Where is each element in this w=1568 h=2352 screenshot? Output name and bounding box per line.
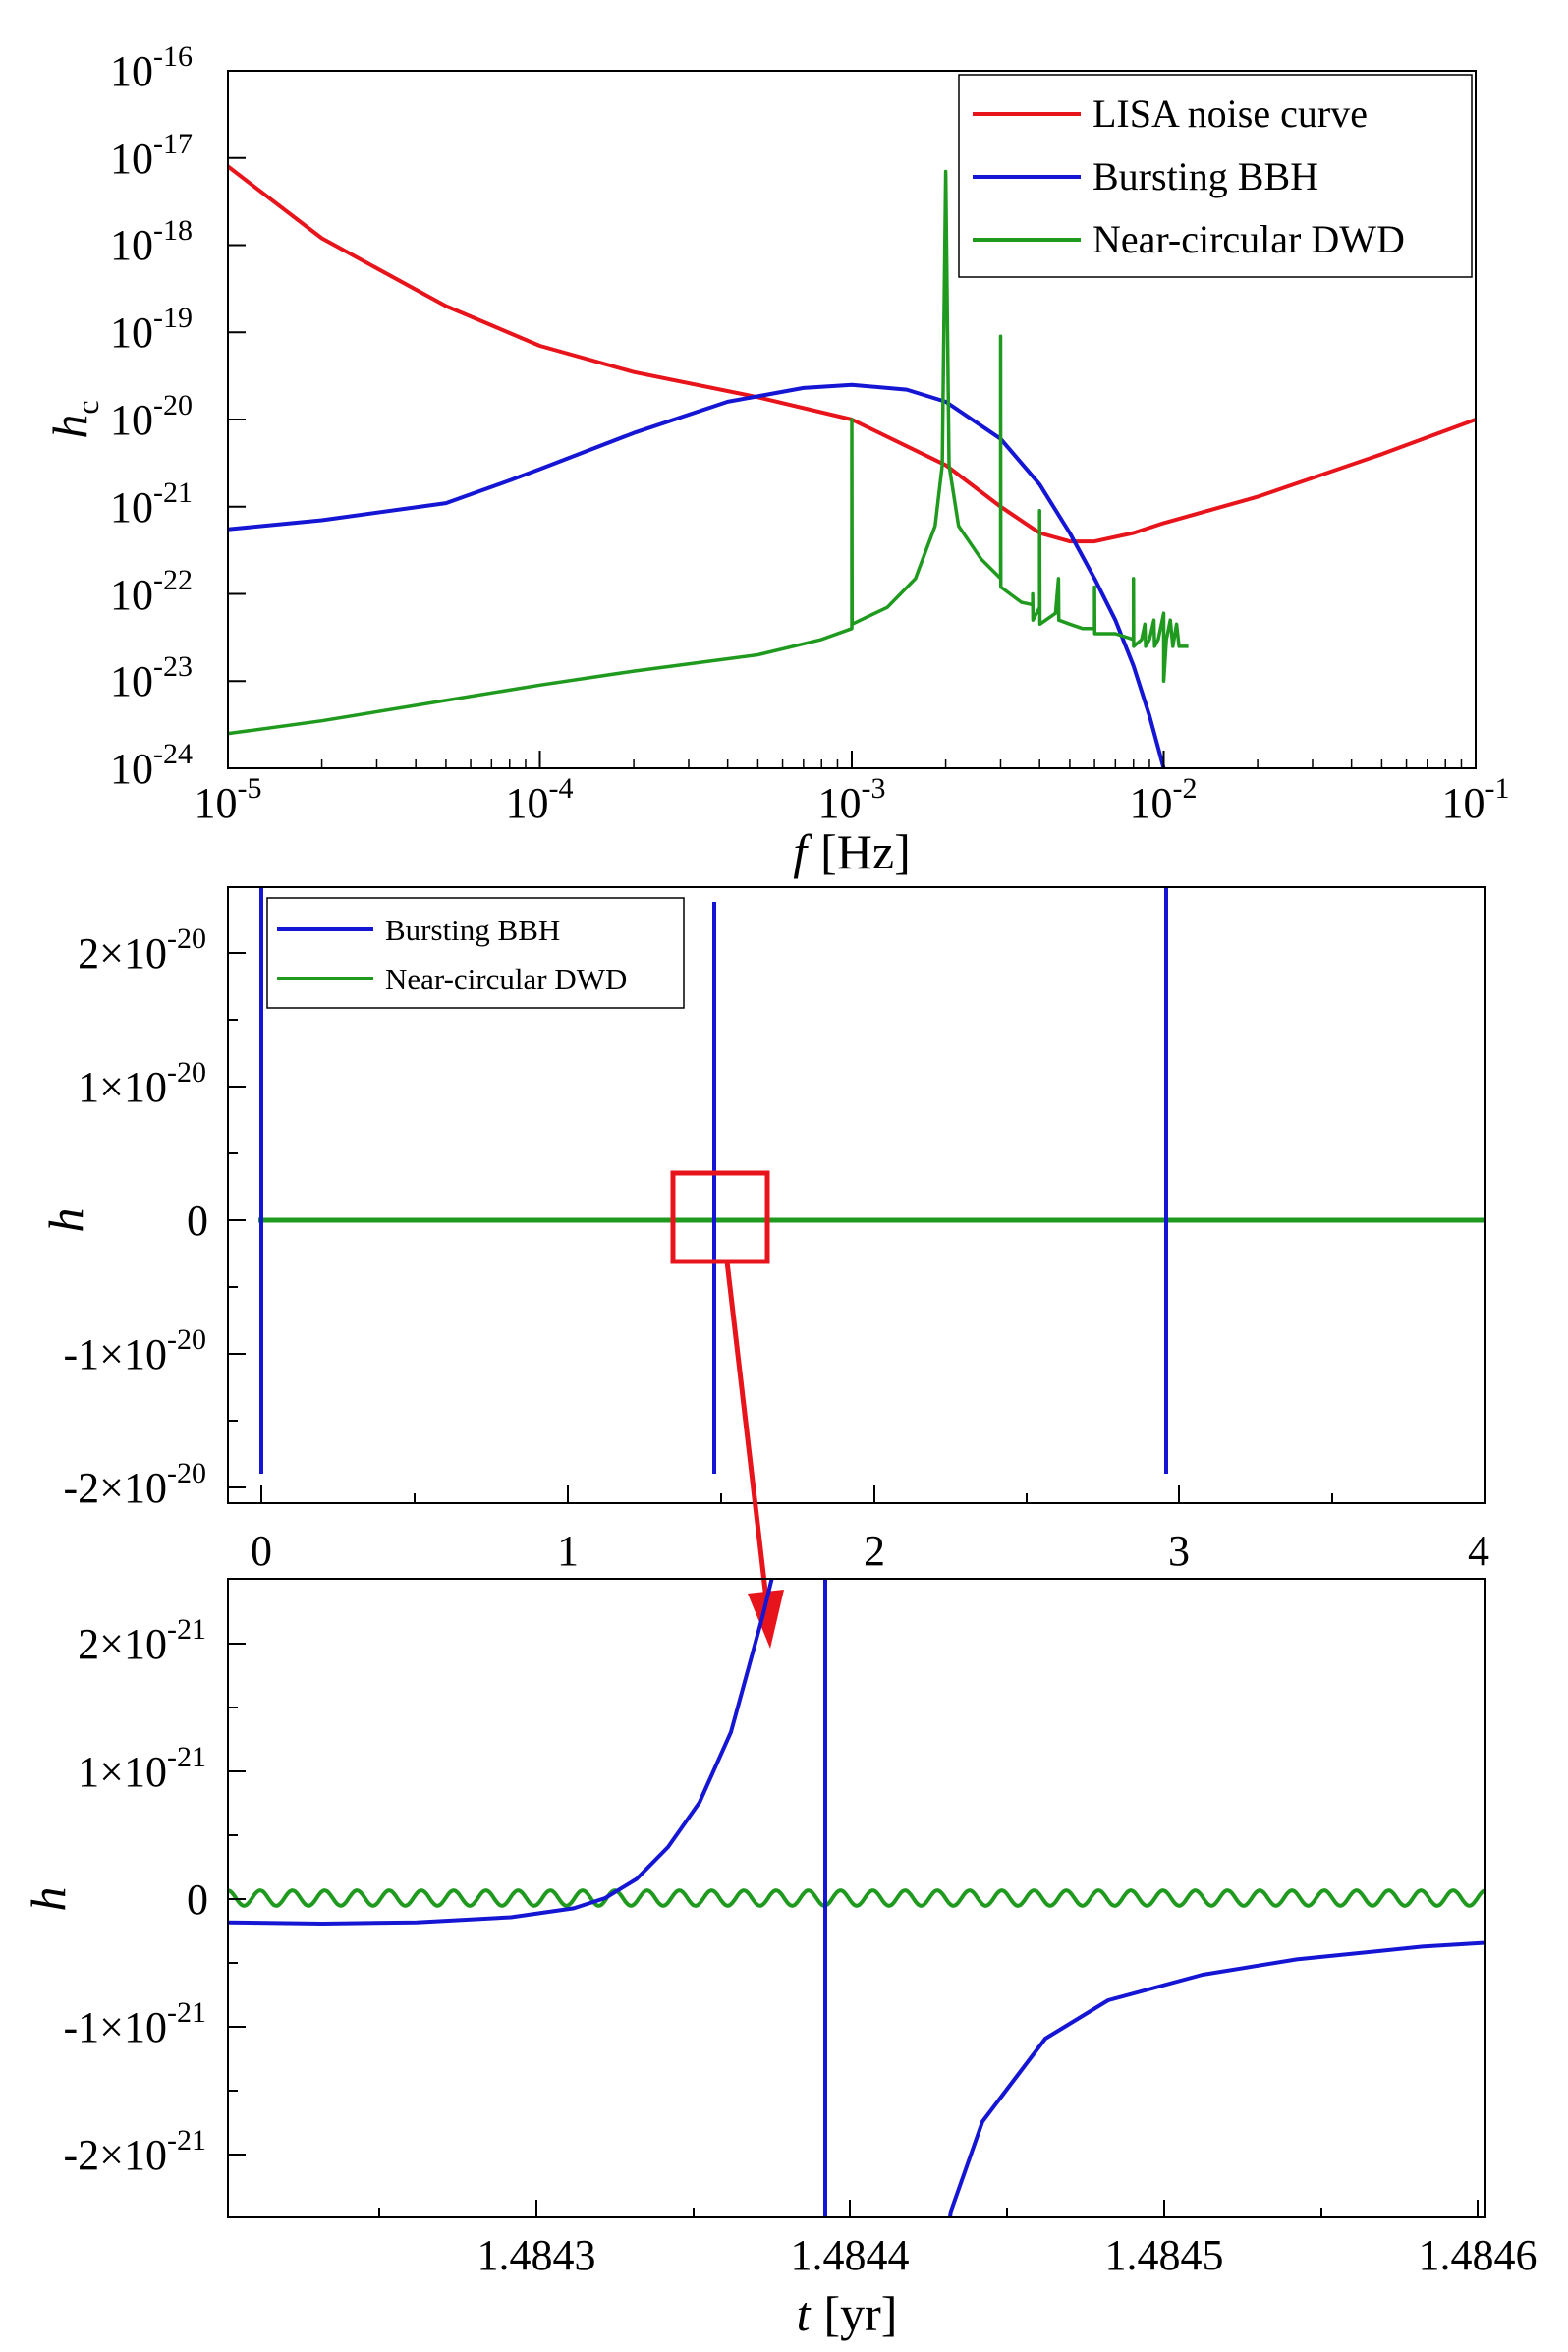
spectrum-lines xyxy=(228,164,1476,768)
y-tick-label: 2×10-21 xyxy=(78,1613,206,1668)
spectrum-ticks xyxy=(227,70,1477,769)
legend-box xyxy=(266,897,685,1009)
legend-label-bbh: Bursting BBH xyxy=(385,913,560,947)
y-tick-label: 10-23 xyxy=(110,650,193,705)
x-tick-label: 10-1 xyxy=(1442,772,1510,827)
legend-label-lisa: LISA noise curve xyxy=(1092,91,1368,136)
timeseries-panel: 0 1 2 3 4 2×10-20 1×10-20 0 -1×10-20 -2×… xyxy=(38,886,1489,1649)
y-tick-label: 10-20 xyxy=(110,389,193,444)
zoom-plot-frame xyxy=(227,1578,1486,2218)
y-tick-label: 1×10-21 xyxy=(78,1741,206,1796)
y-tick-label: -2×10-21 xyxy=(64,2124,206,2179)
y-tick-label: 10-21 xyxy=(110,476,193,532)
timeseries-plot-frame xyxy=(227,886,1486,1504)
zoom-panel: 1.4843 1.4844 1.4845 1.4846 2×10-21 1×10… xyxy=(21,1578,1538,2341)
bursting-bbh-spectrum-line xyxy=(228,382,1166,768)
timeseries-ticks xyxy=(228,952,1486,1503)
y-tick-label: 0 xyxy=(187,1876,208,1924)
zoom-arrow-shaft xyxy=(724,1260,769,1600)
y-tick-label: 10-19 xyxy=(110,302,193,357)
x-tick-label: 3 xyxy=(1168,1527,1190,1575)
near-circular-dwd-spectrum-line xyxy=(228,169,1189,736)
x-tick-label: 1.4844 xyxy=(791,2231,910,2279)
spectrum-legend: LISA noise curve Bursting BBH Near-circu… xyxy=(958,74,1473,278)
zoom-lines xyxy=(228,1579,1485,2217)
y-tick-label: 10-22 xyxy=(110,564,193,619)
zoom-ticks xyxy=(228,1643,1479,2217)
y-tick-label: -1×10-20 xyxy=(64,1323,206,1378)
y-axis-label: h xyxy=(21,1887,76,1912)
dwd-zoom-oscillation-line xyxy=(228,1888,1485,1908)
timeseries-legend: Bursting BBH Near-circular DWD xyxy=(266,897,685,1009)
x-tick-label: 10-3 xyxy=(818,772,886,827)
timeseries-lines xyxy=(258,887,1485,1474)
zoom-region-box xyxy=(670,1170,770,1264)
x-tick-label: 10-5 xyxy=(195,772,262,827)
y-tick-label: 10-16 xyxy=(110,40,193,95)
legend-label-bbh: Bursting BBH xyxy=(1092,154,1318,198)
y-axis-label: h xyxy=(38,1208,93,1233)
y-tick-label: 10-17 xyxy=(110,128,193,183)
y-tick-label: -1×10-21 xyxy=(64,1996,206,2051)
x-axis-label: f [Hz] xyxy=(793,824,911,879)
legend-label-dwd: Near-circular DWD xyxy=(385,962,627,996)
y-tick-label: 1×10-20 xyxy=(78,1056,206,1111)
y-axis-label: hc xyxy=(42,400,105,438)
x-tick-label: 1.4845 xyxy=(1105,2231,1224,2279)
y-tick-label: 2×10-20 xyxy=(78,923,206,978)
x-tick-label: 1.4843 xyxy=(477,2231,596,2279)
spectrum-minor-ticks xyxy=(320,759,1463,768)
legend-label-dwd: Near-circular DWD xyxy=(1092,217,1405,261)
y-tick-label: 0 xyxy=(187,1197,208,1245)
x-tick-label: 10-4 xyxy=(506,772,574,827)
y-tick-label: 10-18 xyxy=(110,214,193,269)
x-tick-label: 1.4846 xyxy=(1419,2231,1538,2279)
spectrum-panel: 10-5 10-4 10-3 10-2 10-1 10-16 10-17 10-… xyxy=(42,40,1510,879)
bbh-zoom-line xyxy=(228,1579,1485,2217)
x-tick-label: 0 xyxy=(251,1527,272,1575)
x-tick-label: 10-2 xyxy=(1130,772,1198,827)
x-tick-label: 1 xyxy=(557,1527,579,1575)
x-tick-label: 4 xyxy=(1468,1527,1489,1575)
zoom-arrow-head xyxy=(748,1590,784,1649)
y-tick-label: -2×10-20 xyxy=(64,1457,206,1512)
x-tick-label: 2 xyxy=(864,1527,885,1575)
x-axis-label: t [yr] xyxy=(797,2286,898,2341)
y-tick-label: 10-24 xyxy=(110,738,193,793)
